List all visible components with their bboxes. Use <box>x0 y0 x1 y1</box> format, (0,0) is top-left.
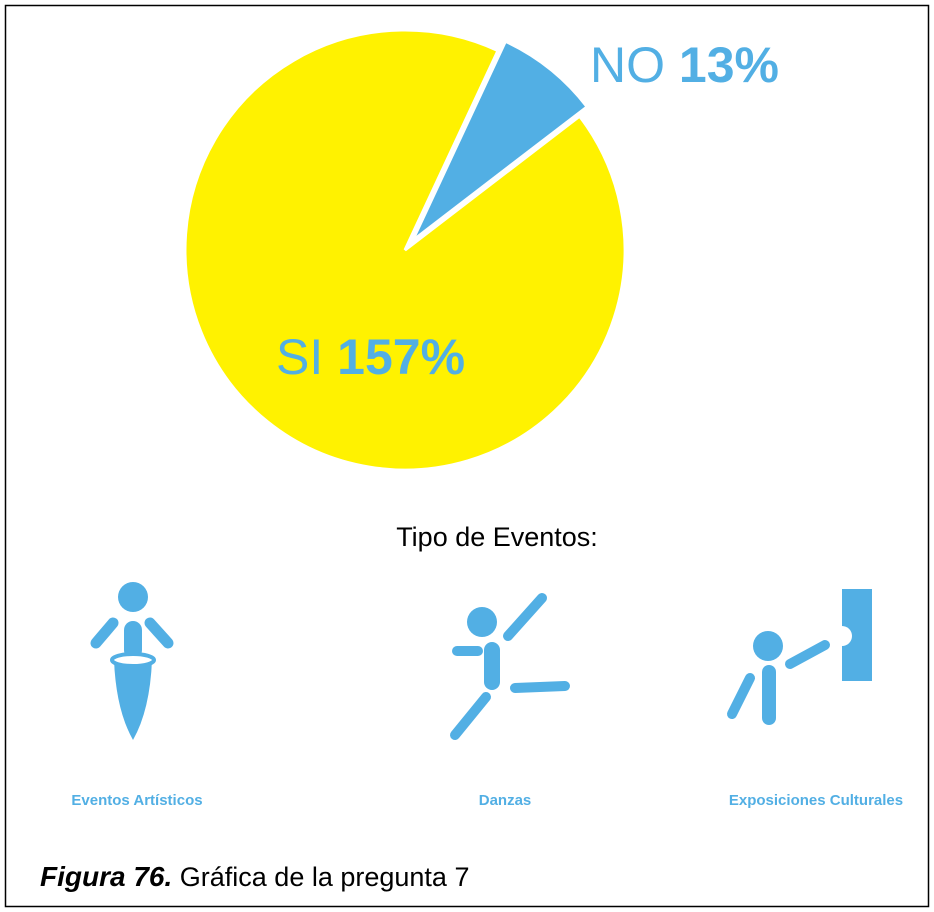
event-label: Danzas <box>479 792 532 809</box>
category: NO <box>590 37 665 93</box>
icon-artisticos <box>90 582 174 740</box>
event-label: Exposiciones Culturales <box>729 792 903 809</box>
icon-danzas <box>450 593 570 740</box>
category: SI <box>276 329 323 385</box>
pie-slice <box>183 28 627 472</box>
event-label: Eventos Artísticos <box>71 792 202 809</box>
pie-slice <box>411 39 590 242</box>
pie <box>183 28 627 472</box>
slice-label: SI 157% <box>276 329 465 385</box>
icon-exposiciones <box>727 589 872 725</box>
caption-label: Figura 76. <box>40 861 172 892</box>
slice-label: NO 13% <box>590 37 779 93</box>
events-title: Tipo de Eventos: <box>396 522 598 552</box>
value-label: 13% <box>679 37 779 93</box>
caption-text: Gráfica de la pregunta 7 <box>180 862 470 892</box>
value-label: 157% <box>337 329 465 385</box>
caption: Figura 76. Gráfica de la pregunta 7 <box>40 861 469 892</box>
